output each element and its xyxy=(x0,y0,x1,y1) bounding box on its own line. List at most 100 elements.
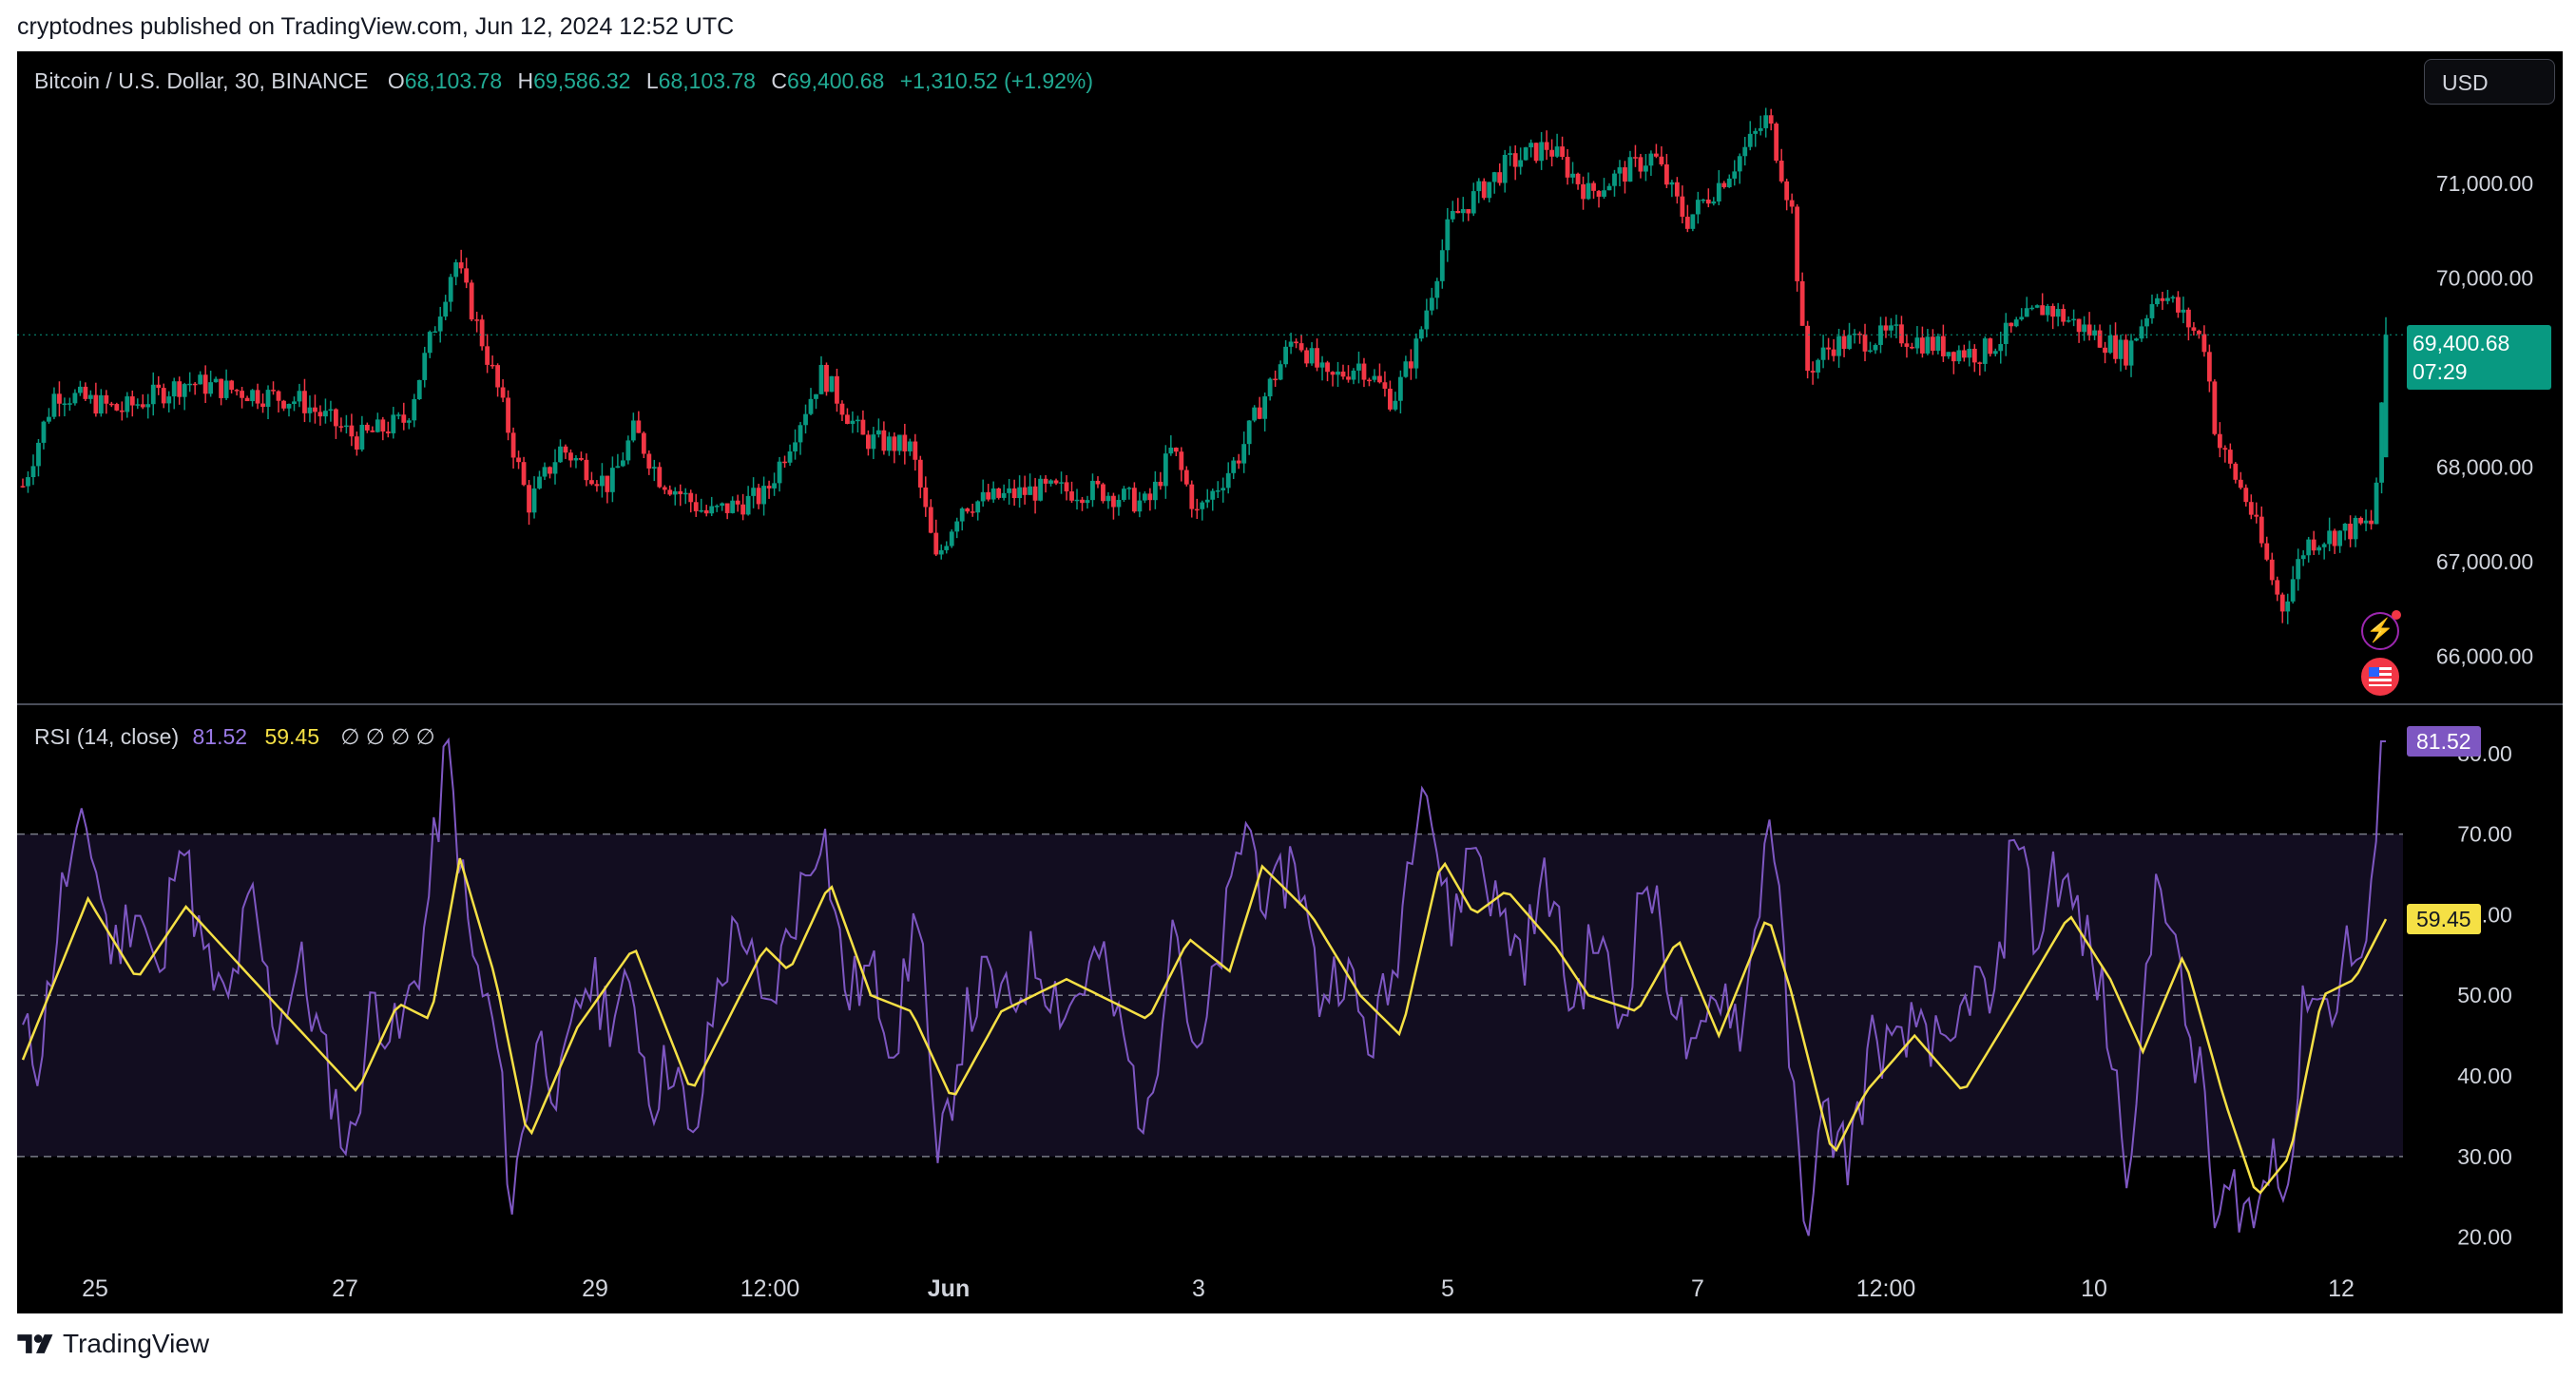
candle-body xyxy=(1805,325,1811,372)
candle-body xyxy=(26,477,30,487)
time-tick-label: 27 xyxy=(332,1275,358,1302)
candle-body xyxy=(469,282,474,320)
candle-body xyxy=(2300,555,2306,560)
candle-body xyxy=(1377,375,1382,383)
chart-frame[interactable]: 66,000.0067,000.0068,000.0069,000.0070,0… xyxy=(17,51,2563,1313)
candle-body xyxy=(1413,338,1419,369)
candle-body xyxy=(735,500,740,505)
candle-body xyxy=(1471,191,1476,214)
candle-body xyxy=(1873,344,1878,351)
candle-body xyxy=(772,483,777,489)
candle-body xyxy=(1022,487,1028,495)
candle-body xyxy=(1001,492,1007,498)
candle-body xyxy=(1982,338,1988,364)
candle-body xyxy=(1011,488,1017,499)
candle-body xyxy=(1920,337,1925,354)
candle-body xyxy=(510,432,516,458)
candle-body xyxy=(1644,165,1648,172)
us-flag-icon[interactable] xyxy=(2361,658,2399,696)
candle-body xyxy=(464,268,470,283)
candle-body xyxy=(938,549,944,555)
candle-body xyxy=(1064,482,1069,492)
candle-body xyxy=(1695,200,1701,215)
candle-body xyxy=(2134,338,2139,341)
candle-body xyxy=(391,414,396,433)
candle-body xyxy=(787,450,793,463)
candle-body xyxy=(2332,530,2337,546)
chart-svg[interactable]: 66,000.0067,000.0068,000.0069,000.0070,0… xyxy=(17,51,2563,1313)
candle-body xyxy=(338,426,344,428)
candle-body xyxy=(1502,154,1508,183)
candle-body xyxy=(548,467,552,474)
time-tick-label: 29 xyxy=(582,1275,608,1302)
candle-body xyxy=(125,396,130,412)
candle-body xyxy=(1397,376,1403,401)
candle-body xyxy=(808,398,814,414)
candle-body xyxy=(745,495,751,515)
candle-body xyxy=(30,466,36,478)
candle-body xyxy=(527,485,531,513)
candle-body xyxy=(1878,325,1883,345)
candle-body xyxy=(458,262,464,269)
candle-body xyxy=(682,492,688,495)
candle-body xyxy=(1967,348,1972,358)
rsi-legend-placeholders: ∅ ∅ ∅ ∅ xyxy=(340,724,435,749)
candle-body xyxy=(229,380,235,391)
candle-body xyxy=(416,379,422,400)
candle-body xyxy=(996,488,1002,498)
candle-body xyxy=(250,390,255,402)
candle-body xyxy=(62,403,67,405)
candle-body xyxy=(2170,297,2176,299)
candle-body xyxy=(1252,407,1258,421)
candle-body xyxy=(2103,347,2107,354)
candle-body xyxy=(1539,142,1545,162)
candle-body xyxy=(2296,559,2301,580)
candle-body xyxy=(1215,489,1221,492)
candle-body xyxy=(1367,379,1372,382)
rsi-tick-label: 20.00 xyxy=(2457,1225,2512,1250)
candle-body xyxy=(1361,363,1367,380)
rsi-legend-rsi: 81.52 xyxy=(192,724,248,749)
candle-body xyxy=(1778,161,1784,182)
candle-body xyxy=(2379,402,2384,483)
candle-body xyxy=(370,430,375,432)
candle-body xyxy=(636,420,642,433)
footer-brand[interactable]: TradingView xyxy=(17,1329,209,1359)
candle-body xyxy=(917,459,923,488)
candle-body xyxy=(2181,309,2186,313)
candle-body xyxy=(1424,310,1430,330)
candle-body xyxy=(2363,520,2369,524)
currency-button[interactable]: USD xyxy=(2424,59,2555,105)
candle-body xyxy=(1351,370,1356,380)
candle-body xyxy=(2206,352,2212,382)
candle-body xyxy=(986,491,991,500)
candle-body xyxy=(2029,307,2035,310)
candle-body xyxy=(860,419,866,435)
candle-body xyxy=(171,381,177,397)
candle-body xyxy=(1491,172,1497,182)
candle-body xyxy=(1481,181,1487,199)
candle-body xyxy=(104,394,109,404)
candle-body xyxy=(2092,330,2097,336)
candle-body xyxy=(751,488,757,496)
candle-body xyxy=(875,430,881,435)
time-axis: 25 27 29 12:00 Jun 3 5 7 12:00 10 12 xyxy=(82,1275,2355,1302)
candle-body xyxy=(328,409,334,412)
candle-body xyxy=(1789,200,1795,207)
candle-body xyxy=(1784,181,1790,201)
candle-body xyxy=(1862,334,1868,352)
candle-body xyxy=(1518,160,1524,167)
candle-body xyxy=(108,403,114,406)
time-tick-label: 10 xyxy=(2081,1275,2107,1302)
candle-body xyxy=(1298,343,1304,351)
candle-body xyxy=(766,486,772,489)
candle-body xyxy=(1753,130,1759,134)
candle-body xyxy=(630,420,636,441)
candle-body xyxy=(2196,330,2201,335)
candle-body xyxy=(1466,209,1471,214)
candle-body xyxy=(1183,470,1189,485)
lightning-alert-icon[interactable]: ⚡ xyxy=(2361,610,2401,650)
candle-body xyxy=(506,397,510,433)
candle-body xyxy=(145,404,151,408)
